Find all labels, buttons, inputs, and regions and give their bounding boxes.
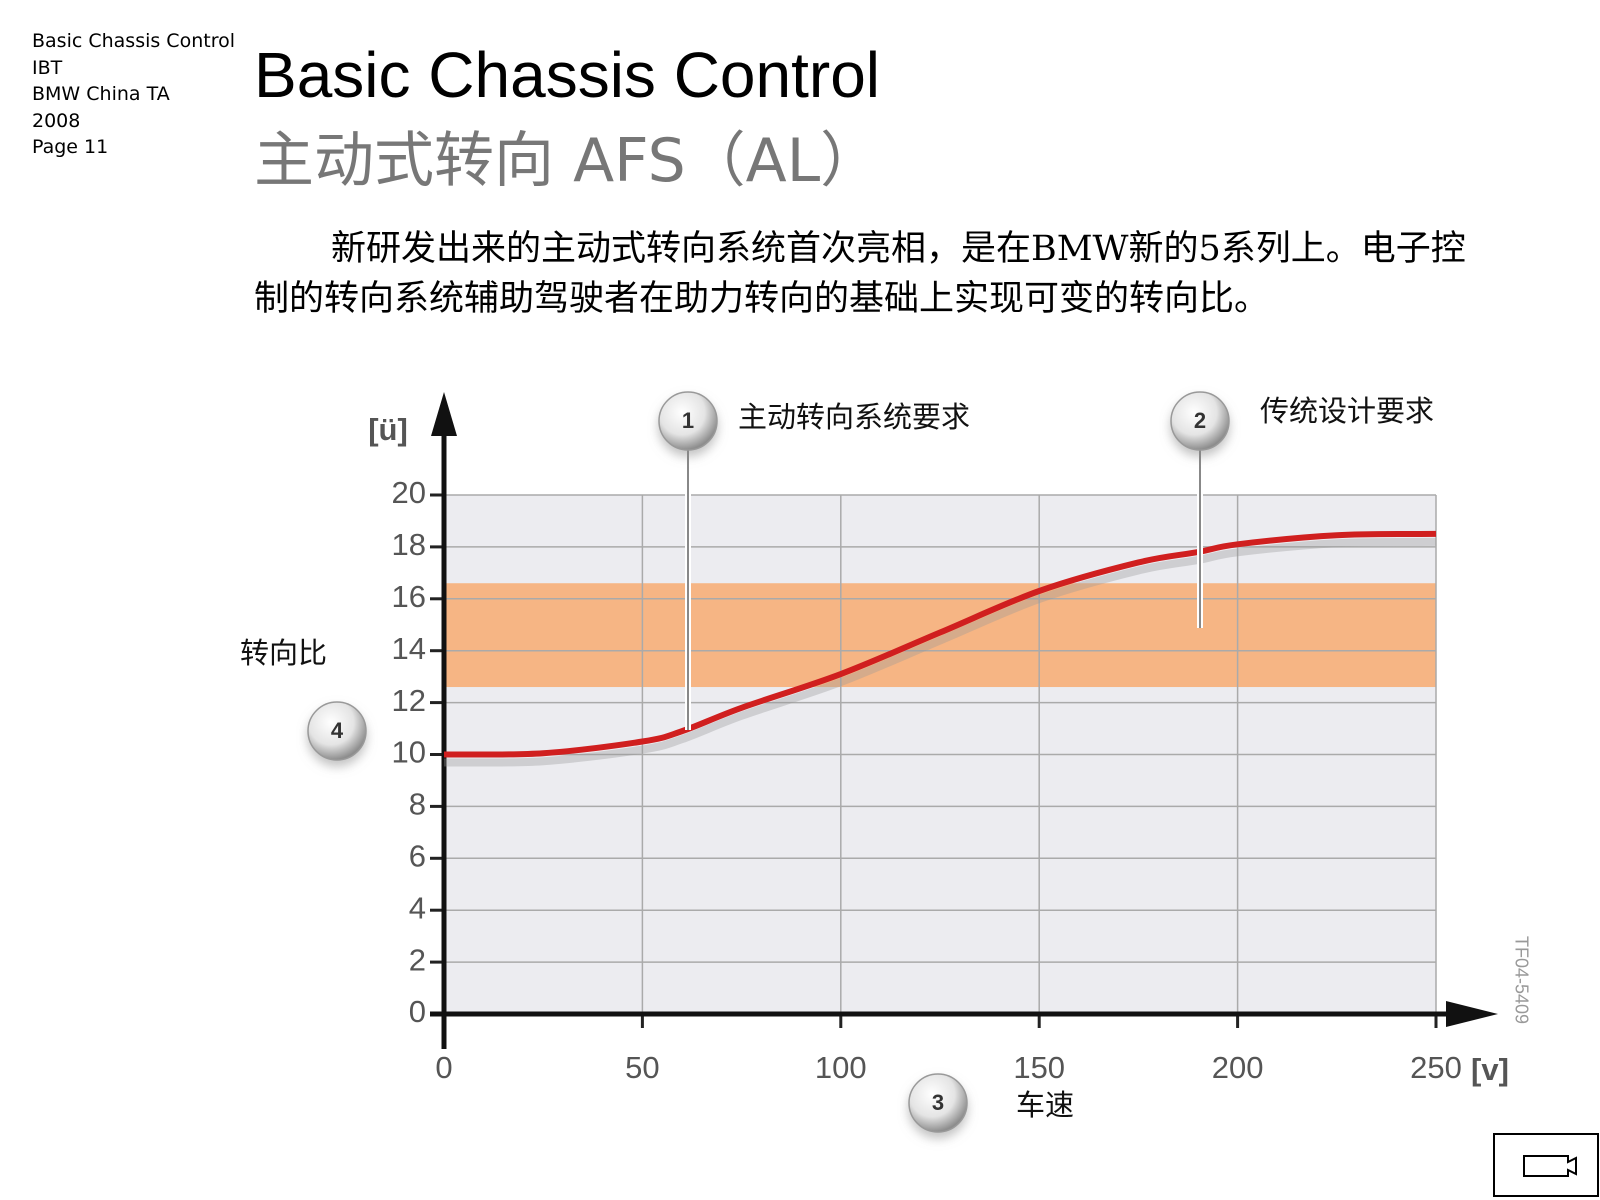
y-tick-label: 18 <box>392 527 426 562</box>
x-tick-label: 200 <box>1212 1050 1264 1085</box>
header: Basic Chassis Control IBT BMW China TA 2008… <box>32 28 235 161</box>
x-tick-label: 50 <box>625 1050 659 1085</box>
callout-number: 4 <box>331 718 344 743</box>
callout-number: 3 <box>932 1090 944 1115</box>
callout-circle <box>908 1073 968 1133</box>
callout-circle <box>307 701 367 761</box>
y-tick-label: 8 <box>409 787 426 822</box>
header-line: IBT <box>32 56 63 79</box>
callout-number: 1 <box>682 408 694 433</box>
y-tick-label: 0 <box>409 994 426 1029</box>
header-line: 2008 <box>32 109 81 132</box>
callout-circle <box>658 391 718 451</box>
slide-subtitle: 主动式转向 AFS（AL） <box>254 126 881 196</box>
x-tick-label: 250 <box>1410 1050 1462 1085</box>
callout-circle <box>1170 391 1230 451</box>
y-axis-label: [ü] <box>368 412 408 447</box>
callout-text: 传统设计要求 <box>1260 394 1434 428</box>
y-tick-label: 6 <box>409 838 426 873</box>
header-line: BMW China TA <box>32 83 170 105</box>
camera-icon <box>1523 1155 1577 1177</box>
y-tick-label: 4 <box>409 890 426 925</box>
icon-box[interactable] <box>1493 1133 1599 1197</box>
figure-code: TF04-5409 <box>1511 936 1531 1024</box>
x-tick-label: 100 <box>815 1050 867 1085</box>
x-axis-arrow <box>1446 1001 1498 1027</box>
y-tick-label: 16 <box>392 579 426 614</box>
x-axis-label: [v] <box>1471 1052 1509 1087</box>
header-line: Page 11 <box>32 136 109 158</box>
callout-number: 2 <box>1194 408 1206 433</box>
line-shadow <box>443 537 1437 767</box>
header-line: Basic Chassis Control <box>32 30 235 52</box>
line <box>443 530 1437 758</box>
y-tick-label: 20 <box>392 475 426 510</box>
paragraph: 新研发出来的主动式转向系统首次亮相，是在BMW新的5系列上。电子控制的转向系统辅… <box>254 229 1466 319</box>
callout-text: 主动转向系统要求 <box>738 400 970 434</box>
x-tick-label: 150 <box>1013 1050 1065 1085</box>
slide-title: Basic Chassis Control <box>254 39 880 111</box>
y-axis-arrow <box>431 392 457 436</box>
y-tick-label: 10 <box>392 735 426 770</box>
y-tick-label: 14 <box>392 631 426 666</box>
callout-text: 转向比 <box>240 636 327 670</box>
callout-text: 车速 <box>1016 1088 1074 1122</box>
x-tick-label: 0 <box>435 1050 452 1085</box>
y-tick-label: 2 <box>409 942 426 977</box>
y-tick-label: 12 <box>392 683 426 718</box>
